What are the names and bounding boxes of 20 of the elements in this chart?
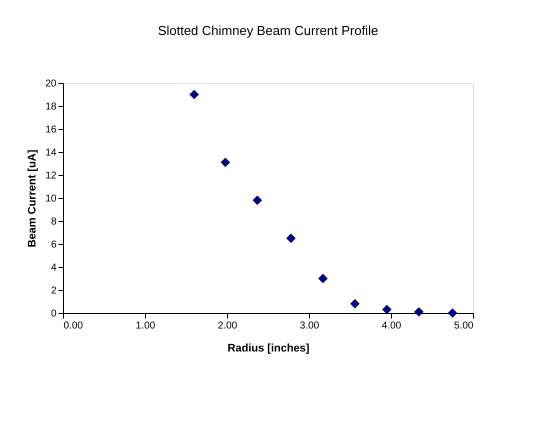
y-tick-label: 6 (50, 240, 57, 250)
x-tick-label: 2.00 (218, 320, 238, 332)
y-tick-label: 8 (50, 216, 57, 228)
y-tick-label: 18 (45, 102, 57, 112)
y-tick-label: 4 (50, 262, 57, 274)
x-tick-label: 3.00 (300, 320, 320, 332)
x-tick-label: 4.00 (382, 320, 402, 332)
y-axis-title: Beam Current [uA] (26, 149, 38, 248)
x-axis-title: Radius [inches] (228, 342, 310, 354)
y-tick-label: 0 (50, 308, 57, 320)
y-tick-label: 10 (45, 194, 57, 204)
y-tick-label: 12 (45, 170, 57, 182)
x-tick-label: 0.00 (64, 320, 84, 332)
y-tick-label: 20 (45, 78, 57, 90)
y-tick-label: 14 (45, 148, 57, 158)
chart-title: Slotted Chimney Beam Current Profile (158, 23, 378, 38)
y-tick-label: 16 (45, 124, 57, 136)
x-tick-label: 5.00 (454, 320, 474, 332)
y-tick-label: 2 (50, 286, 57, 296)
x-tick-label: 1.00 (136, 320, 156, 332)
